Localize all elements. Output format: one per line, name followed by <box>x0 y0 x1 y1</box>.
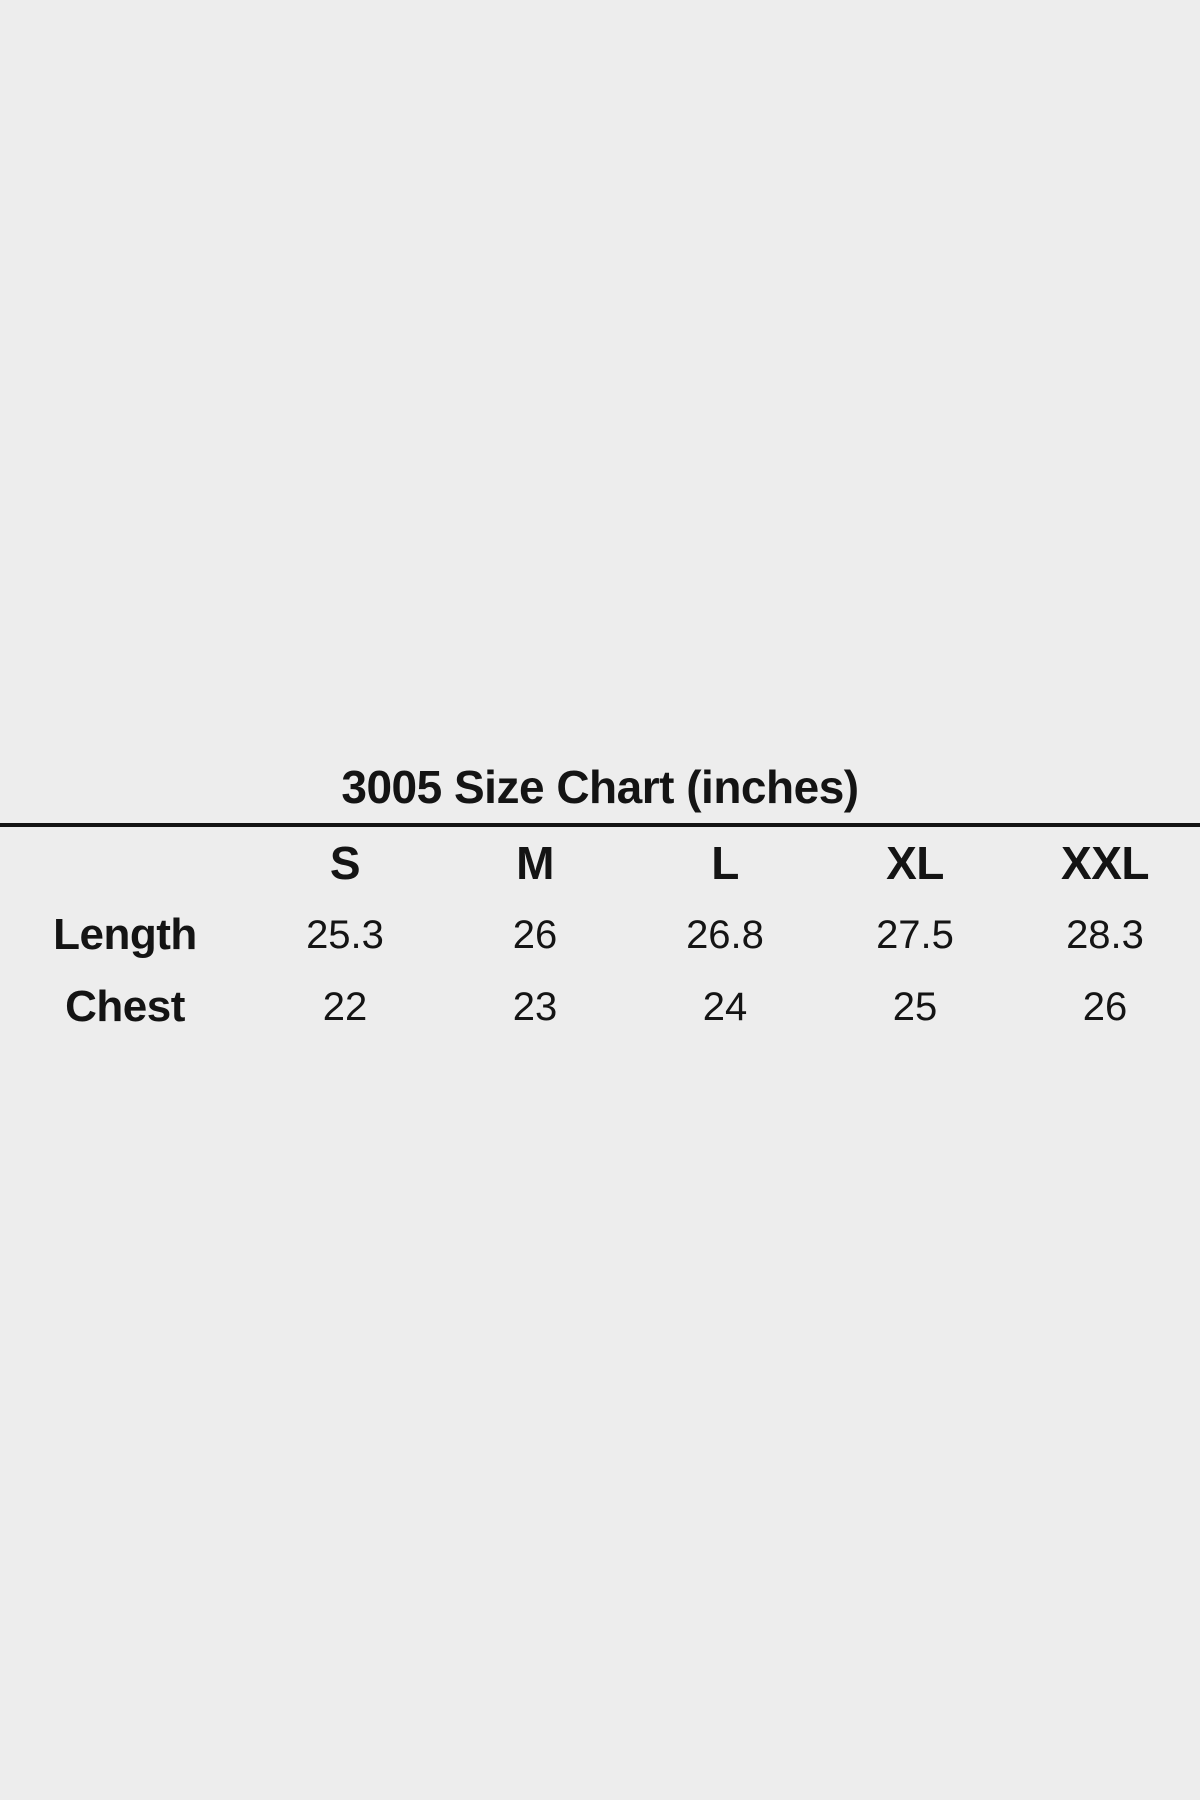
row-label-length: Length <box>53 910 197 959</box>
cell-chest-s: 22 <box>322 984 368 1029</box>
title-divider-line <box>0 823 1200 827</box>
cell-chest-xxl: 26 <box>1082 984 1128 1029</box>
table-row-length: Length 25.3 26 26.8 27.5 28.3 <box>0 899 1200 971</box>
cell-length-s: 25.3 <box>306 912 384 957</box>
corner-spacer-cell <box>0 827 250 899</box>
column-header-xxl: XXL <box>1061 837 1149 889</box>
cell-length-l: 26.8 <box>686 912 764 957</box>
table-row-chest: Chest 22 23 24 25 26 <box>0 971 1200 1043</box>
cell-length-xxl: 28.3 <box>1066 912 1144 957</box>
column-header-xl: XL <box>886 837 944 889</box>
row-label-chest: Chest <box>65 982 185 1031</box>
size-chart-table: S M L XL XXL Length 25.3 26 26.8 27.5 28… <box>0 827 1200 1043</box>
column-header-l: L <box>711 837 739 889</box>
cell-chest-m: 23 <box>512 984 558 1029</box>
cell-chest-l: 24 <box>702 984 748 1029</box>
cell-length-m: 26 <box>512 912 558 957</box>
size-chart-title: 3005 Size Chart (inches) <box>341 761 859 813</box>
column-header-s: S <box>329 837 361 889</box>
cell-chest-xl: 25 <box>892 984 938 1029</box>
cell-length-xl: 27.5 <box>876 912 954 957</box>
column-header-m: M <box>516 837 554 889</box>
size-header-row: S M L XL XXL <box>0 827 1200 899</box>
